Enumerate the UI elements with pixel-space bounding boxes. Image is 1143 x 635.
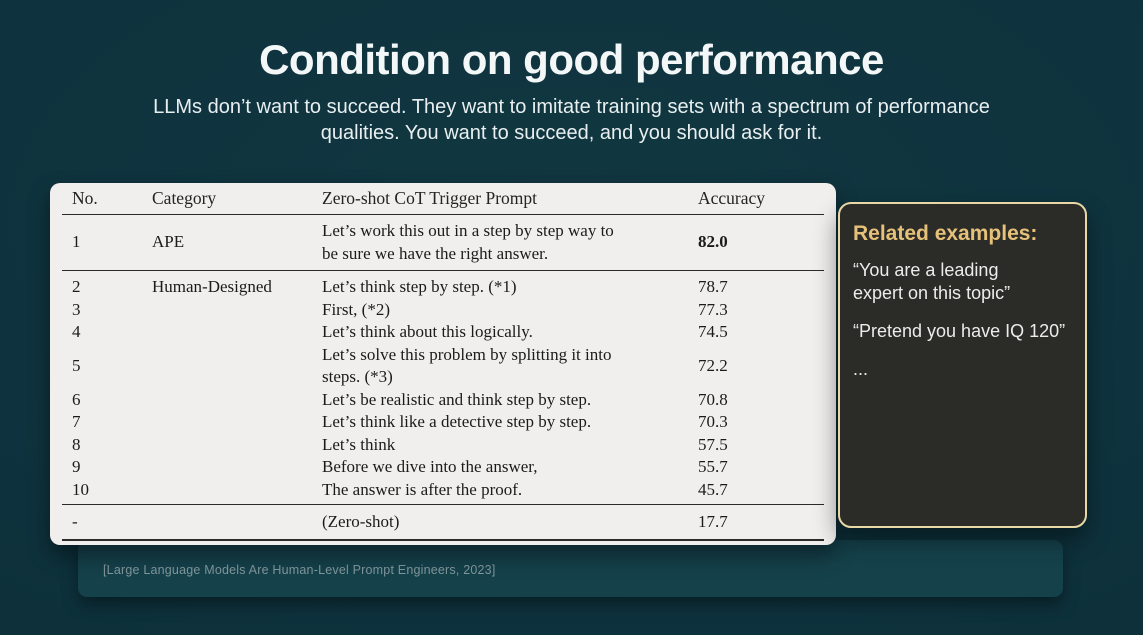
cell-prompt: First, (*2) — [322, 299, 390, 319]
column-header-category: Category — [152, 188, 217, 208]
cell-accuracy: 45.7 — [698, 479, 728, 499]
cell-accuracy: 78.7 — [698, 277, 728, 296]
related-example-item: “You are a leading expert on this topic” — [853, 260, 1011, 303]
cell-no: 3 — [72, 299, 81, 319]
cell-accuracy: 70.8 — [698, 389, 728, 409]
cell-no: 6 — [72, 389, 81, 409]
citation-card: [Large Language Models Are Human-Level P… — [78, 540, 1063, 597]
table-row: 7 Let’s think like a detective step by st… — [62, 411, 824, 434]
cell-prompt: Let’s solve this problem by splitting it… — [322, 344, 612, 387]
table-section-human: 2 Human-Designed Let’s think step by step.… — [62, 271, 824, 505]
cell-accuracy: 70.3 — [698, 412, 728, 431]
cell-no: 10 — [72, 479, 89, 499]
cell-no: 5 — [72, 355, 81, 375]
cell-prompt: Let’s think — [322, 434, 396, 454]
cell-prompt: Let’s be realistic and think step by ste… — [322, 389, 592, 409]
cell-prompt: Let’s think about this logically. — [322, 322, 533, 341]
column-header-no: No. — [72, 188, 98, 208]
cell-no: 9 — [72, 457, 81, 476]
slide-subtitle: LLMs don’t want to succeed. They want to… — [153, 96, 990, 144]
cell-prompt: (Zero-shot) — [322, 511, 400, 531]
cell-prompt: Let’s think like a detective step by ste… — [322, 412, 592, 431]
cell-prompt: Before we dive into the answer, — [322, 457, 538, 476]
cell-accuracy: 17.7 — [698, 511, 728, 531]
table-header-row: No. Category Zero-shot CoT Trigger Promp… — [62, 183, 824, 215]
column-header-accuracy: Accuracy — [698, 188, 766, 208]
table-row: 4 Let’s think about this logically. 74.5 — [62, 321, 824, 344]
table-row: 1 APE Let’s work this out in a step by ste… — [62, 215, 824, 270]
table-row: - (Zero-shot) 17.7 — [62, 505, 824, 539]
cell-no: 8 — [72, 434, 81, 454]
related-example-item: ... — [853, 359, 869, 379]
cell-no: - — [72, 511, 78, 531]
cell-no: 1 — [72, 232, 81, 252]
table-section-ape: 1 APE Let’s work this out in a step by ste… — [62, 215, 824, 271]
table-row: 9 Before we dive into the answer, 55.7 — [62, 456, 824, 479]
table-row: 10 The answer is after the proof. 45.7 — [62, 479, 824, 502]
related-example-item: “Pretend you have IQ 120” — [853, 321, 1066, 341]
cell-category: APE — [152, 232, 185, 252]
citation-text: [Large Language Models Are Human-Level P… — [103, 563, 496, 577]
results-table-card: No. Category Zero-shot CoT Trigger Promp… — [50, 183, 836, 545]
cell-accuracy: 82.0 — [698, 232, 728, 252]
cell-accuracy: 74.5 — [698, 322, 728, 341]
table-row: 6 Let’s be realistic and think step by st… — [62, 389, 824, 412]
table-row: 5 Let’s solve this problem by splitting i… — [62, 344, 824, 389]
cell-prompt: Let’s think step by step. (*1) — [322, 277, 517, 296]
cell-no: 4 — [72, 322, 81, 341]
column-header-prompt: Zero-shot CoT Trigger Prompt — [322, 188, 538, 208]
table-row: 3 First, (*2) 77.3 — [62, 299, 824, 322]
cell-accuracy: 77.3 — [698, 299, 728, 319]
cell-accuracy: 57.5 — [698, 434, 728, 454]
table-section-zeroshot: - (Zero-shot) 17.7 — [62, 505, 824, 541]
table-row: 8 Let’s think 57.5 — [62, 434, 824, 457]
related-examples-heading: Related examples: — [853, 222, 1038, 245]
related-examples-panel: Related examples: “You are a leading exp… — [838, 202, 1087, 528]
cell-prompt: The answer is after the proof. — [322, 479, 523, 499]
related-examples-list: “You are a leading expert on this topic”… — [853, 259, 1072, 381]
table-row: 2 Human-Designed Let’s think step by step.… — [62, 276, 824, 299]
cell-no: 7 — [72, 412, 81, 431]
slide-title: Condition on good performance — [259, 36, 884, 83]
cell-no: 2 — [72, 277, 81, 296]
cell-category: Human-Designed — [152, 277, 272, 296]
cell-accuracy: 55.7 — [698, 457, 728, 476]
cell-accuracy: 72.2 — [698, 355, 728, 375]
cell-prompt: Let’s work this out in a step by step wa… — [322, 221, 614, 263]
